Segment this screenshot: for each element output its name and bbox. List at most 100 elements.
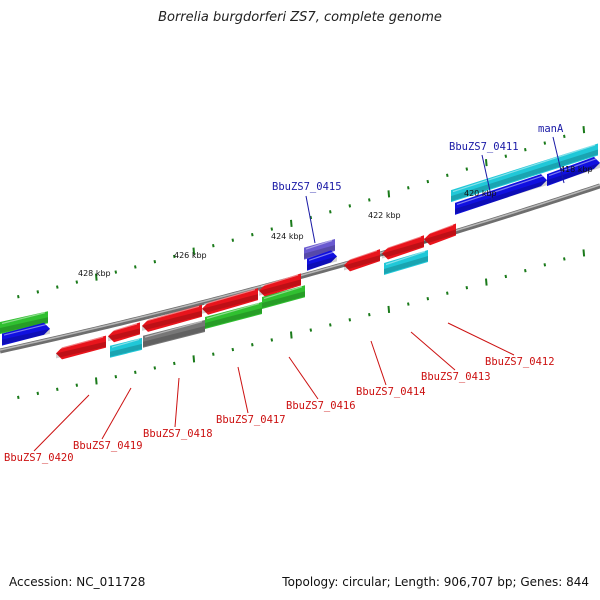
feature-green-left-body	[0, 311, 48, 334]
tick-inner	[153, 366, 157, 370]
feature-blue-0415-shade	[307, 256, 337, 270]
feature-red-0419-shade	[108, 328, 140, 342]
feature-cyan-0413-shade	[384, 256, 428, 274]
gene-label-bbuzs7-0414[interactable]: BbuZS7_0414	[356, 386, 426, 398]
feature-red-0420-shade	[56, 341, 106, 359]
feature-purple-0415-shade	[304, 245, 335, 259]
feature-red-0414-gloss	[345, 250, 378, 262]
tick-marks	[17, 126, 586, 400]
feature-cyan-0411-shade	[451, 149, 598, 202]
feature-red-0418-body	[142, 304, 202, 332]
feature-blue-0411-shade	[455, 180, 547, 214]
tick-outer	[543, 141, 547, 145]
leader-bbuzs7-0415	[305, 195, 316, 244]
tick-inner	[504, 274, 508, 279]
feature-cyan-0419	[110, 337, 142, 358]
tick-inner	[309, 328, 313, 332]
tick-outer	[192, 247, 196, 255]
feature-red-0414	[344, 249, 380, 272]
feature-cyan-0419-body	[110, 337, 142, 358]
tick-outer	[17, 294, 20, 299]
tick-outer	[387, 190, 391, 198]
gene-label-bbuzs7-0412[interactable]: BbuZS7_0412	[485, 356, 555, 368]
gene-label-bbuzs7-0417[interactable]: BbuZS7_0417	[216, 414, 286, 426]
tick-outer	[524, 147, 527, 152]
tick-outer	[329, 210, 332, 214]
feature-red-0418	[142, 304, 202, 332]
tick-inner	[270, 338, 274, 342]
tick-outer	[56, 285, 59, 289]
feature-red-0420-gloss	[57, 336, 104, 350]
feature-gray-0418-gloss	[144, 320, 203, 338]
gene-label-bbuzs7-0419[interactable]: BbuZS7_0419	[73, 440, 143, 452]
tick-inner	[485, 278, 488, 286]
leader-bbuzs7-0414	[370, 340, 387, 386]
feature-blue-left-body	[2, 322, 50, 346]
leader-bbuzs7-0420	[33, 394, 90, 452]
feature-red-0417-shade	[202, 294, 258, 314]
feature-blue-0415-body	[307, 250, 337, 271]
gene-features	[0, 143, 600, 360]
feature-green-left	[0, 311, 48, 334]
tick-inner	[173, 361, 176, 366]
feature-red-0420-body	[56, 335, 106, 360]
feature-blue-0411	[455, 174, 547, 215]
feature-cyan-0411	[451, 143, 598, 203]
feature-red-0418-gloss	[143, 305, 200, 322]
tick-outer	[563, 134, 566, 139]
tick-outer	[212, 244, 215, 248]
kbp-label-422: 422 kbp	[368, 211, 401, 220]
tick-outer	[309, 215, 313, 220]
feature-red-0419-body	[108, 322, 140, 343]
tick-inner	[290, 331, 293, 339]
tick-outer	[270, 227, 274, 231]
gene-label-mana[interactable]: manA	[538, 123, 564, 135]
tick-outer	[231, 238, 235, 242]
feature-blue-mana	[547, 156, 600, 187]
label-leaders	[33, 136, 565, 452]
feature-cyan-0419-shade	[110, 343, 142, 357]
tick-outer	[134, 265, 137, 269]
gene-label-bbuzs7-0418[interactable]: BbuZS7_0418	[143, 428, 213, 440]
feature-green-0416-gloss	[263, 286, 303, 300]
tick-inner	[192, 355, 196, 363]
gene-label-bbuzs7-0420[interactable]: BbuZS7_0420	[4, 452, 74, 464]
tick-inner	[426, 296, 430, 301]
feature-green-left-shade	[0, 317, 48, 333]
tick-inner	[212, 352, 215, 356]
feature-red-0414-body	[344, 249, 380, 272]
gene-label-bbuzs7-0415[interactable]: BbuZS7_0415	[272, 181, 342, 193]
tick-inner	[56, 387, 59, 391]
gene-label-bbuzs7-0416[interactable]: BbuZS7_0416	[286, 400, 356, 412]
feature-blue-left	[2, 322, 50, 346]
gene-label-bbuzs7-0411[interactable]: BbuZS7_0411	[449, 141, 519, 153]
feature-red-0412-shade	[424, 229, 456, 245]
feature-red-0416-body	[259, 273, 301, 297]
tick-outer	[75, 280, 79, 284]
tick-outer	[446, 173, 449, 178]
tick-outer	[290, 219, 293, 227]
map-title: Borrelia burgdorferi ZS7, complete genom…	[158, 10, 442, 25]
feature-red-0412-gloss	[425, 224, 454, 236]
leader-mana	[552, 136, 565, 184]
feature-cyan-0413-body	[384, 250, 428, 275]
feature-red-0414-shade	[344, 255, 380, 271]
tick-inner	[387, 305, 391, 313]
backbone-highlight	[0, 184, 600, 351]
tick-outer	[465, 167, 469, 171]
feature-blue-mana-shade	[547, 162, 600, 186]
feature-green-0417-gloss	[206, 302, 260, 320]
feature-blue-mana-gloss	[548, 157, 598, 177]
gene-label-bbuzs7-0413[interactable]: BbuZS7_0413	[421, 371, 491, 383]
feature-red-0413-body	[382, 235, 424, 260]
feature-red-0413-shade	[382, 241, 424, 259]
feature-red-0417-gloss	[203, 289, 256, 305]
accession-text: Accession: NC_011728	[9, 575, 146, 589]
feature-cyan-0419-gloss	[111, 338, 140, 348]
feature-red-0419	[108, 322, 140, 343]
leader-bbuzs7-0418	[174, 377, 180, 428]
feature-red-0418-shade	[142, 310, 202, 331]
feature-blue-mana-body	[547, 156, 600, 187]
tick-outer	[173, 254, 176, 259]
